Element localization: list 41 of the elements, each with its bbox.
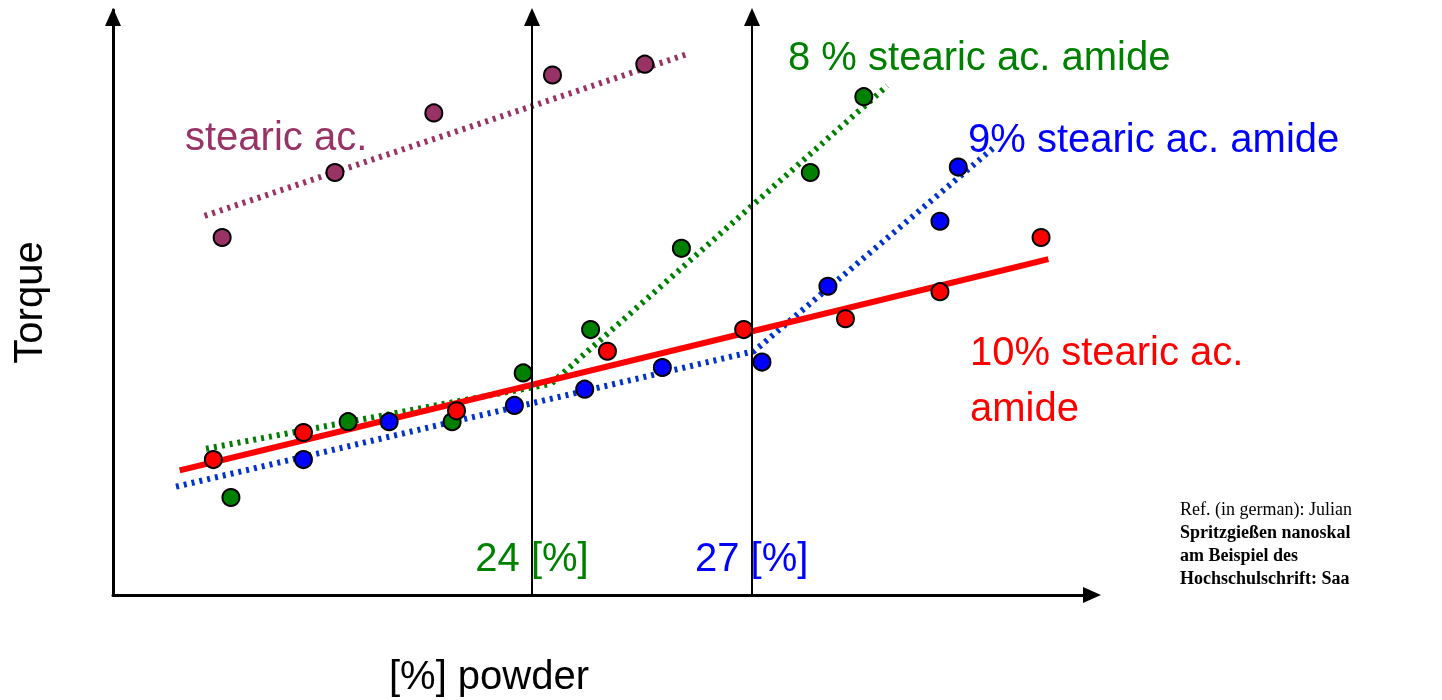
point xyxy=(203,450,223,470)
series-label: stearic ac. xyxy=(185,114,368,158)
point xyxy=(948,157,968,177)
point xyxy=(597,341,617,361)
point xyxy=(930,211,950,231)
point xyxy=(652,358,672,377)
point xyxy=(854,87,874,107)
point xyxy=(671,238,691,258)
y-axis-title: Torque xyxy=(6,241,50,364)
text: Spritzgießen nanoskal xyxy=(1180,522,1351,542)
point xyxy=(424,103,444,123)
x-tick-label: 27 [%] xyxy=(695,535,809,579)
x-axis-title: [%] powder xyxy=(388,653,590,697)
point xyxy=(635,54,655,74)
point xyxy=(447,401,467,421)
series-label: 9% stearic ac. amide xyxy=(968,116,1340,160)
point xyxy=(575,379,595,399)
point xyxy=(338,412,358,432)
point xyxy=(212,228,232,247)
point xyxy=(221,488,241,507)
point xyxy=(800,163,820,182)
point xyxy=(543,65,562,85)
series-label: 10% stearic ac. amide xyxy=(970,329,1244,429)
point xyxy=(379,412,399,432)
text: Hochschulschrift: Saa xyxy=(1180,568,1350,588)
point xyxy=(752,352,772,372)
point xyxy=(818,276,838,296)
point xyxy=(504,395,524,415)
point xyxy=(325,163,345,182)
point xyxy=(293,423,313,442)
text: am Beispiel des xyxy=(1180,545,1299,565)
point xyxy=(836,309,855,329)
x-tick-label: 24 [%] xyxy=(475,535,589,579)
series-label: 8 % stearic ac. amide xyxy=(788,34,1171,78)
point xyxy=(581,320,601,340)
point xyxy=(1031,228,1051,247)
point xyxy=(734,320,754,340)
text: Ref. (in german): Julian xyxy=(1180,499,1352,520)
point xyxy=(930,282,950,302)
point xyxy=(513,363,533,383)
point xyxy=(293,450,313,470)
